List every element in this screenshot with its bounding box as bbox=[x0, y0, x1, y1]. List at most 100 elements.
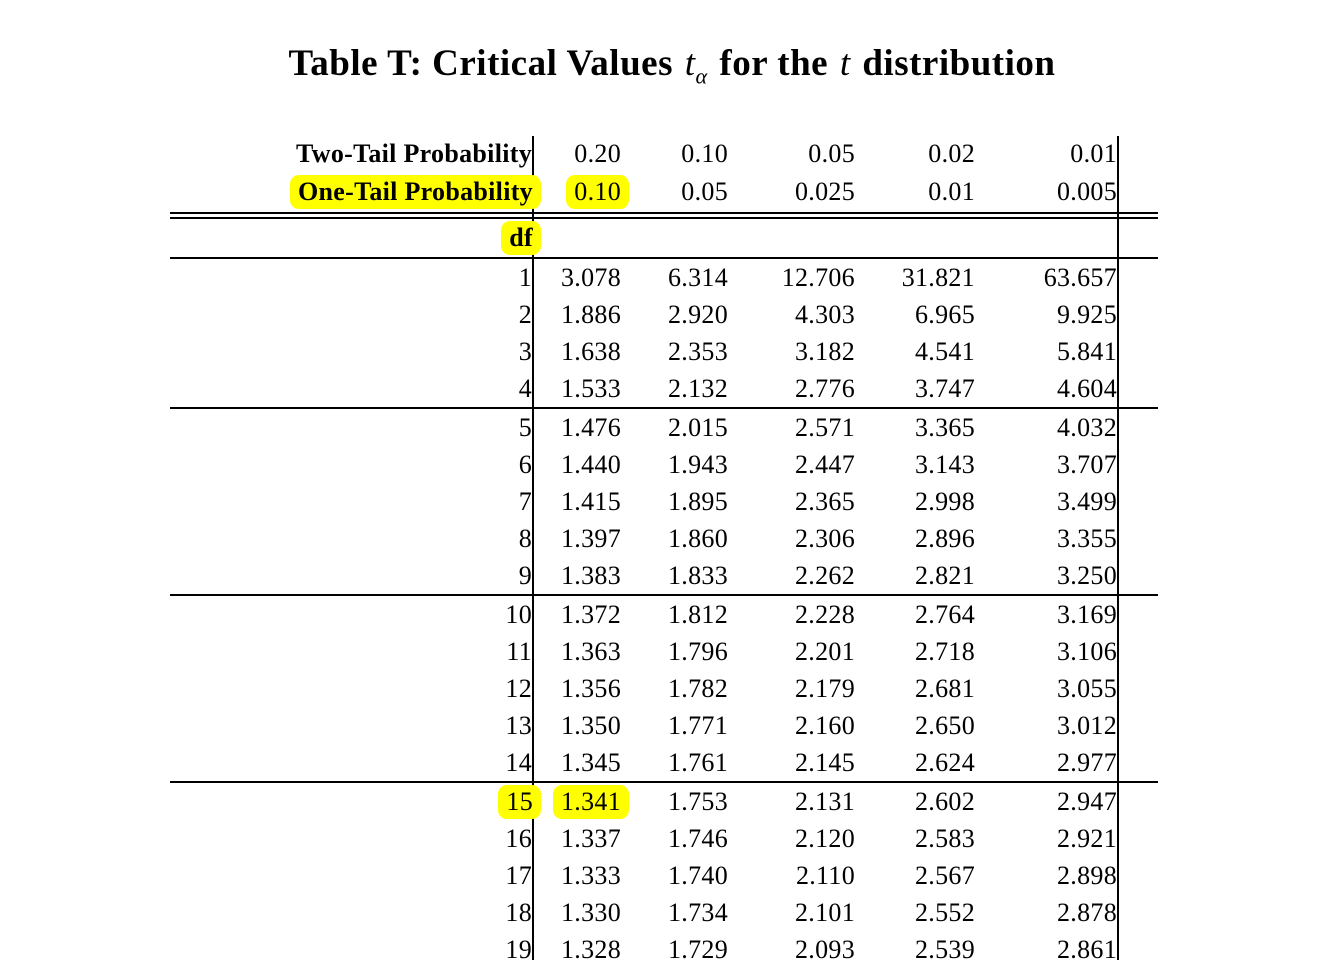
one-tail-value: 0.025 bbox=[795, 177, 855, 206]
trail-cell bbox=[1117, 136, 1158, 172]
t-value-cell: 1.397 bbox=[533, 520, 621, 557]
t-value-cell: 1.415 bbox=[533, 483, 621, 520]
t-value-cell: 1.341 bbox=[533, 782, 629, 820]
t-value-cell: 1.782 bbox=[621, 670, 728, 707]
t-value-cell: 1.833 bbox=[621, 557, 728, 596]
t-critical-value: 1.761 bbox=[668, 747, 728, 777]
double-rule bbox=[170, 212, 1158, 219]
t-value-cell: 2.552 bbox=[855, 894, 975, 931]
t-critical-value: 1.328 bbox=[561, 934, 621, 960]
t-critical-value: 1.533 bbox=[561, 373, 621, 403]
t-value-cell: 2.145 bbox=[728, 744, 855, 783]
t-value-cell: 2.093 bbox=[728, 931, 855, 960]
t-value-cell: 3.250 bbox=[975, 557, 1118, 596]
t-critical-value: 1.415 bbox=[561, 486, 621, 516]
t-critical-value: 2.179 bbox=[795, 673, 855, 703]
page-title: Table T: Critical Values tα for the t di… bbox=[0, 42, 1344, 87]
df-value: 13 bbox=[505, 710, 532, 740]
t-value-cell: 6.314 bbox=[621, 258, 728, 296]
df-cell: 5 bbox=[170, 408, 534, 446]
t-value-cell: 1.363 bbox=[533, 633, 621, 670]
t-critical-value: 2.101 bbox=[795, 897, 855, 927]
df-cell: 13 bbox=[170, 707, 534, 744]
t-critical-value: 3.250 bbox=[1057, 560, 1117, 590]
t-critical-value: 31.821 bbox=[901, 262, 975, 292]
t-value-cell: 2.624 bbox=[855, 744, 975, 783]
df-value: 12 bbox=[505, 673, 532, 703]
t-critical-value: 1.350 bbox=[561, 710, 621, 740]
two-tail-value-cell: 0.10 bbox=[621, 136, 728, 172]
t-critical-value: 2.160 bbox=[795, 710, 855, 740]
t-value-cell: 4.541 bbox=[855, 333, 975, 370]
df-value: 18 bbox=[505, 897, 532, 927]
t-critical-value: 2.120 bbox=[795, 823, 855, 853]
t-value-cell: 2.131 bbox=[728, 782, 855, 820]
t-value-cell: 1.638 bbox=[533, 333, 621, 370]
t-value-cell: 1.746 bbox=[621, 820, 728, 857]
table-row: 4 1.533 2.132 2.776 3.747 4.604 bbox=[170, 370, 1158, 409]
t-critical-value: 1.397 bbox=[561, 523, 621, 553]
t-critical-value: 2.201 bbox=[795, 636, 855, 666]
t-critical-value: 1.833 bbox=[668, 560, 728, 590]
t-value-cell: 1.476 bbox=[533, 408, 621, 446]
t-value-cell: 2.602 bbox=[855, 782, 975, 820]
df-cell: 1 bbox=[170, 258, 534, 296]
t-value-cell: 2.821 bbox=[855, 557, 975, 596]
t-value-cell: 2.861 bbox=[975, 931, 1118, 960]
one-tail-value-cell: 0.01 bbox=[855, 172, 975, 213]
title-prefix: Table T: Critical Values bbox=[288, 43, 673, 84]
df-value: 4 bbox=[518, 373, 532, 403]
t-critical-value: 3.055 bbox=[1057, 673, 1117, 703]
t-critical-value: 1.860 bbox=[668, 523, 728, 553]
t-value-cell: 2.179 bbox=[728, 670, 855, 707]
t-critical-value: 2.583 bbox=[915, 823, 975, 853]
df-cell: 2 bbox=[170, 296, 534, 333]
table-row: 19 1.328 1.729 2.093 2.539 2.861 bbox=[170, 931, 1158, 960]
t-value-cell: 2.228 bbox=[728, 595, 855, 633]
df-cell: 18 bbox=[170, 894, 534, 931]
t-value-cell: 1.345 bbox=[533, 744, 621, 783]
df-value: 14 bbox=[505, 747, 532, 777]
t-critical-value: 2.681 bbox=[915, 673, 975, 703]
t-critical-value: 2.776 bbox=[795, 373, 855, 403]
trail-cell bbox=[1117, 258, 1158, 296]
t-value-cell: 3.499 bbox=[975, 483, 1118, 520]
t-symbol: t bbox=[839, 43, 851, 84]
t-value-cell: 3.055 bbox=[975, 670, 1118, 707]
t-critical-value: 2.552 bbox=[915, 897, 975, 927]
t-value-cell: 1.753 bbox=[621, 782, 728, 820]
df-value: 7 bbox=[518, 486, 532, 516]
t-critical-value: 2.365 bbox=[795, 486, 855, 516]
trail-cell bbox=[1117, 595, 1158, 633]
t-critical-value: 3.012 bbox=[1057, 710, 1117, 740]
t-value-cell: 12.706 bbox=[728, 258, 855, 296]
table-row: 18 1.330 1.734 2.101 2.552 2.878 bbox=[170, 894, 1158, 931]
trail-cell bbox=[1117, 446, 1158, 483]
t-critical-value: 2.228 bbox=[795, 599, 855, 629]
two-tail-value: 0.20 bbox=[574, 139, 621, 168]
t-value-cell: 5.841 bbox=[975, 333, 1118, 370]
t-critical-value: 2.262 bbox=[795, 560, 855, 590]
t-value-cell: 2.878 bbox=[975, 894, 1118, 931]
table-row: 5 1.476 2.015 2.571 3.365 4.032 bbox=[170, 408, 1158, 446]
t-value-cell: 3.182 bbox=[728, 333, 855, 370]
t-value-cell: 2.998 bbox=[855, 483, 975, 520]
t-value-cell: 2.896 bbox=[855, 520, 975, 557]
table-body: 1 3.078 6.314 12.706 31.821 63.657 2 1.886 2.920… bbox=[170, 258, 1158, 960]
t-critical-value: 1.734 bbox=[668, 897, 728, 927]
df-cell: 19 bbox=[170, 931, 534, 960]
t-value-cell: 2.120 bbox=[728, 820, 855, 857]
df-value: 10 bbox=[505, 599, 532, 629]
df-value: 8 bbox=[518, 523, 532, 553]
df-cell: 4 bbox=[170, 370, 534, 409]
df-value: 17 bbox=[505, 860, 532, 890]
t-value-cell: 1.383 bbox=[533, 557, 621, 596]
table-row: 9 1.383 1.833 2.262 2.821 3.250 bbox=[170, 557, 1158, 596]
t-value-cell: 2.977 bbox=[975, 744, 1118, 783]
two-tail-label-text: Two-Tail Probability bbox=[296, 139, 532, 168]
trail-cell bbox=[1117, 333, 1158, 370]
t-value-cell: 9.925 bbox=[975, 296, 1118, 333]
df-cell: 10 bbox=[170, 595, 534, 633]
df-value: 3 bbox=[518, 336, 532, 366]
trail-cell bbox=[1117, 782, 1158, 820]
